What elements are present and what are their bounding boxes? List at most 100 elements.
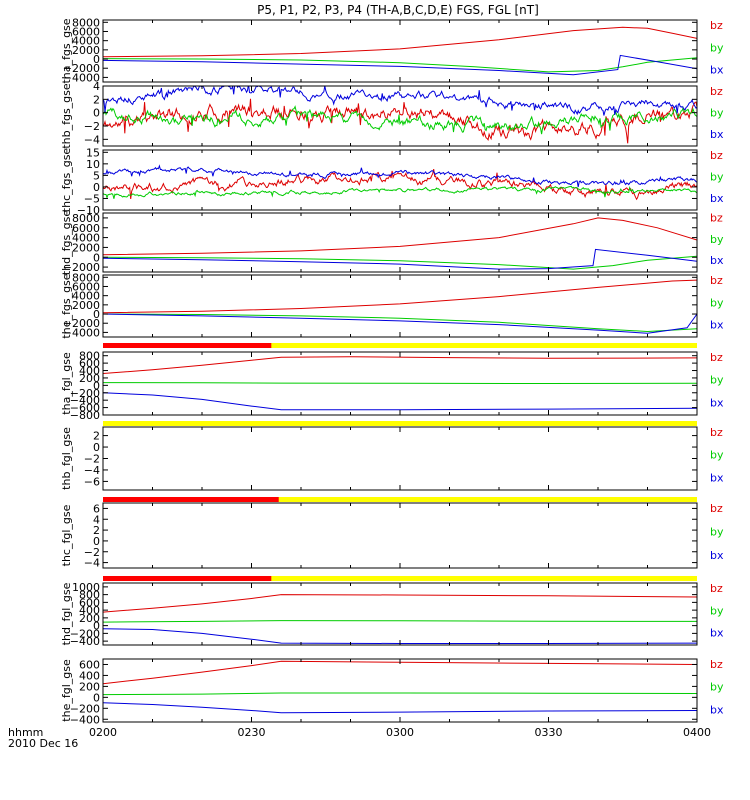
panel-tha_fgl_gse: 8006004002000−200−400−600−800tha_fgl_gse… bbox=[60, 343, 724, 422]
series-line-by bbox=[103, 105, 697, 135]
plot-title: P5, P1, P2, P3, P4 (TH-A,B,C,D,E) FGS, F… bbox=[257, 3, 539, 17]
y-tick-label: −800 bbox=[70, 409, 100, 422]
legend-bx: bx bbox=[710, 128, 724, 141]
legend-bx: bx bbox=[710, 703, 724, 716]
y-tick-label: 1000 bbox=[72, 581, 100, 594]
series-line-bx bbox=[103, 86, 697, 116]
y-tick-label: 800 bbox=[79, 589, 100, 602]
y-tick-label: −600 bbox=[70, 402, 100, 415]
series-line-by bbox=[103, 620, 697, 623]
y-tick-label: −4 bbox=[84, 133, 100, 146]
y-tick-label: 10 bbox=[86, 158, 100, 171]
series-group bbox=[103, 594, 697, 644]
series-line-bx bbox=[103, 164, 697, 188]
legend-bz: bz bbox=[710, 502, 723, 515]
y-tick-label: −400 bbox=[70, 394, 100, 407]
y-tick-label: 2000 bbox=[72, 299, 100, 312]
y-tick-label: 4 bbox=[93, 80, 100, 93]
legend-by: by bbox=[710, 170, 724, 183]
series-line-bx bbox=[103, 54, 697, 76]
y-axis-label: thb_fgs_gse bbox=[60, 83, 73, 149]
time-axis: 0200 0230 0300 0330 0400 bbox=[89, 726, 711, 739]
y-tick-label: 8000 bbox=[72, 212, 100, 225]
legend-by: by bbox=[710, 41, 724, 54]
status-bar-yellow bbox=[103, 576, 697, 581]
legend-by: by bbox=[710, 374, 724, 387]
series-line-by bbox=[103, 313, 697, 333]
series-line-bz bbox=[103, 168, 697, 201]
x-tick-label: 0200 bbox=[89, 726, 117, 739]
status-bar-red bbox=[103, 497, 279, 502]
y-tick-label: −400 bbox=[70, 635, 100, 648]
legend-bz: bz bbox=[710, 582, 723, 595]
series-line-bz bbox=[103, 356, 697, 374]
y-tick-label: 8000 bbox=[72, 16, 100, 29]
y-tick-label: 0 bbox=[93, 441, 100, 454]
status-bar-yellow bbox=[103, 421, 697, 426]
y-tick-label: 6000 bbox=[72, 280, 100, 293]
series-line-by bbox=[103, 185, 697, 200]
y-axis-label: thd_fgs_gse bbox=[60, 210, 73, 276]
panel-frame bbox=[102, 426, 698, 491]
legend-bx: bx bbox=[710, 549, 724, 562]
y-tick-label: 4 bbox=[93, 513, 100, 526]
legend-by: by bbox=[710, 106, 724, 119]
y-tick-label: 0 bbox=[93, 251, 100, 264]
status-bar-red bbox=[103, 343, 272, 348]
status-bar-yellow bbox=[103, 497, 697, 502]
y-tick-label: 200 bbox=[79, 680, 100, 693]
y-tick-label: 200 bbox=[79, 612, 100, 625]
legend-bz: bz bbox=[710, 658, 723, 671]
y-axis-label: tha_fgl_gse bbox=[60, 352, 73, 415]
y-tick-label: 4000 bbox=[72, 290, 100, 303]
y-tick-label: 0 bbox=[93, 181, 100, 194]
legend-bx: bx bbox=[710, 627, 724, 640]
y-tick-label: −2 bbox=[84, 546, 100, 559]
x-tick-label: 0400 bbox=[683, 726, 711, 739]
legend-by: by bbox=[710, 449, 724, 462]
y-tick-label: 2 bbox=[93, 430, 100, 443]
legend-by: by bbox=[710, 296, 724, 309]
legend-bz: bz bbox=[710, 19, 723, 32]
series-group bbox=[103, 164, 697, 201]
y-axis-label: the_fgl_gse bbox=[60, 659, 73, 722]
series-group bbox=[103, 217, 697, 270]
series-line-by bbox=[103, 382, 697, 385]
y-tick-label: −10 bbox=[77, 204, 100, 217]
series-line-bx bbox=[103, 313, 697, 334]
series-group bbox=[103, 86, 697, 144]
series-line-by bbox=[103, 692, 697, 696]
panel-frame bbox=[102, 274, 698, 338]
y-tick-label: −2000 bbox=[63, 317, 100, 330]
legend-bz: bz bbox=[710, 149, 723, 162]
panel-frame bbox=[102, 502, 698, 569]
y-tick-label: −4 bbox=[84, 557, 100, 570]
panel-thb_fgl_gse: 20−2−4−6 thb_fgl_gse bz by bx bbox=[60, 421, 724, 491]
y-tick-label: 800 bbox=[79, 350, 100, 363]
legend-by: by bbox=[710, 604, 724, 617]
y-tick-label: 600 bbox=[79, 658, 100, 671]
legend-by: by bbox=[710, 526, 724, 539]
y-tick-label: 5 bbox=[93, 169, 100, 182]
y-axis-label: thd_fgl_gse bbox=[60, 582, 73, 645]
y-tick-label: 2000 bbox=[72, 241, 100, 254]
y-tick-label: 2000 bbox=[72, 44, 100, 57]
y-tick-label: 0 bbox=[93, 620, 100, 633]
status-bar-red bbox=[103, 576, 272, 581]
y-tick-label: 0 bbox=[93, 691, 100, 704]
y-tick-label: −2 bbox=[84, 453, 100, 466]
y-tick-label: −2000 bbox=[63, 261, 100, 274]
series-line-by bbox=[103, 255, 697, 270]
y-tick-label: 0 bbox=[93, 535, 100, 548]
y-tick-label: 600 bbox=[79, 596, 100, 609]
y-tick-label: 0 bbox=[93, 379, 100, 392]
series-line-bx bbox=[103, 628, 697, 644]
series-line-bz bbox=[103, 26, 697, 58]
y-tick-label: 400 bbox=[79, 604, 100, 617]
y-tick-label: 0 bbox=[93, 107, 100, 120]
